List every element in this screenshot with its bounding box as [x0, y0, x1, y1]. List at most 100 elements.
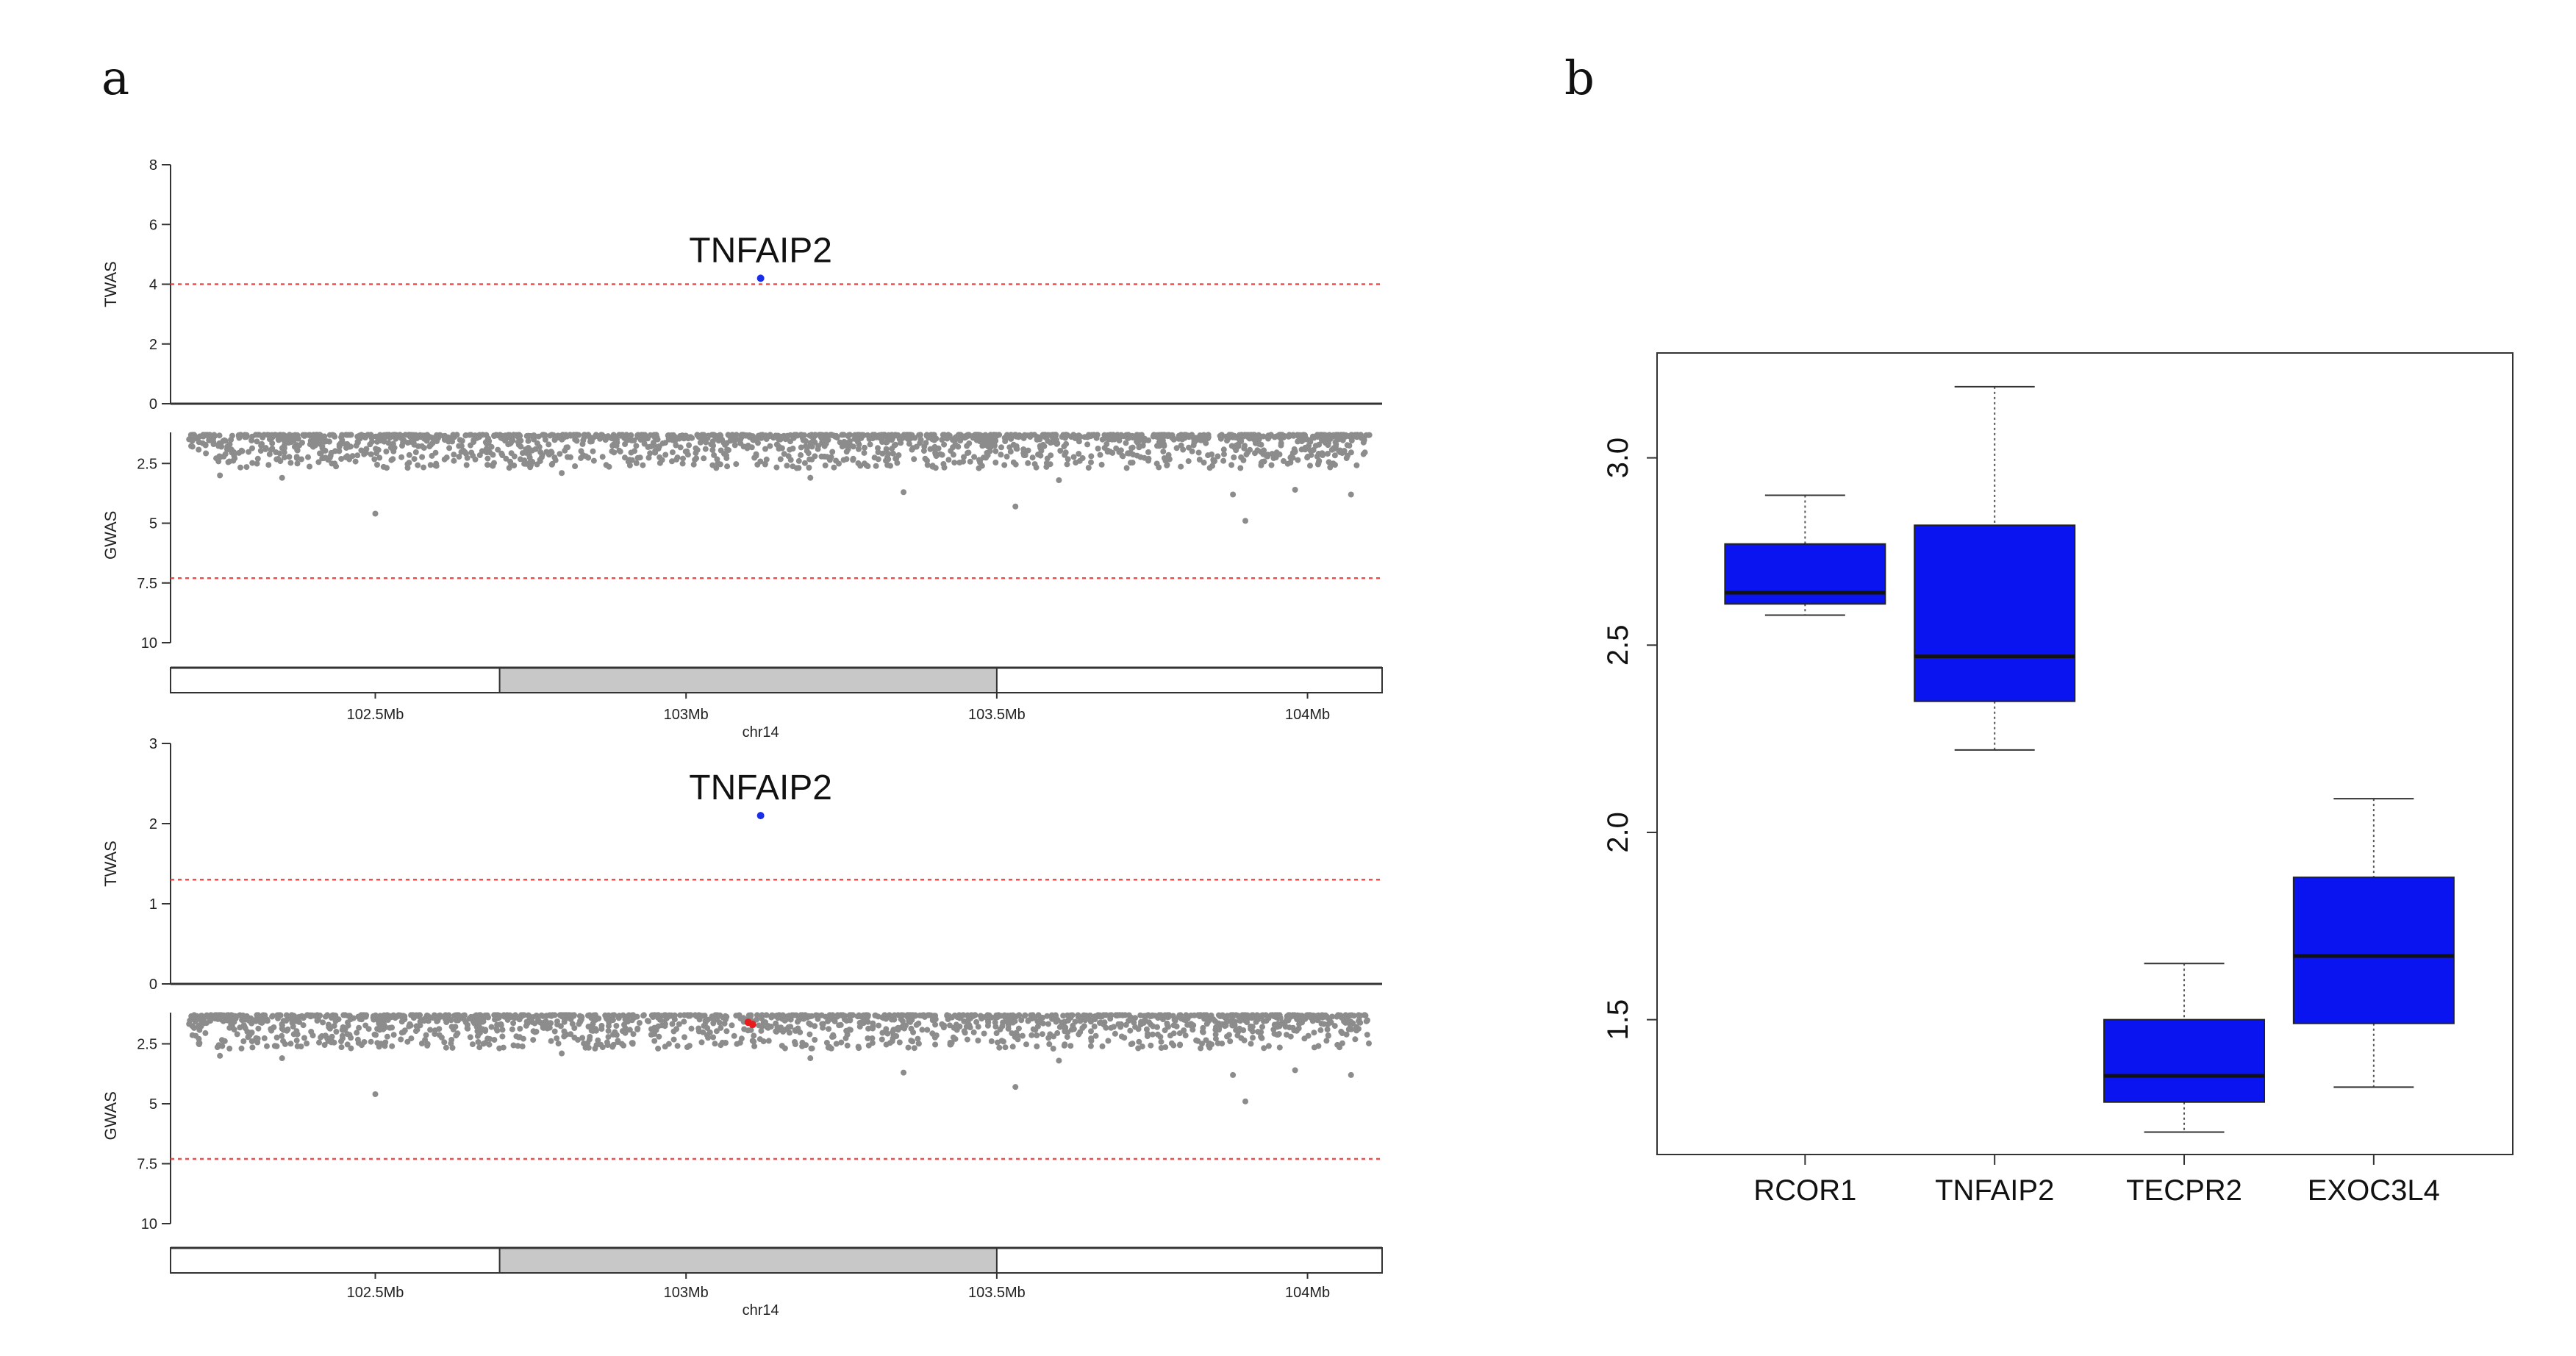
- gwas-point: [1337, 1044, 1343, 1051]
- gwas-point: [679, 460, 686, 467]
- gwas-point: [932, 449, 939, 456]
- gwas-highlight-point: [748, 1021, 756, 1029]
- gwas-point: [871, 454, 878, 461]
- gwas-point: [1177, 1012, 1184, 1018]
- gwas-point: [809, 443, 815, 450]
- gwas-point: [518, 438, 524, 444]
- gwas-point: [374, 447, 381, 454]
- gwas-point: [972, 1012, 978, 1018]
- gwas-point: [189, 1032, 196, 1038]
- gwas-point: [1201, 433, 1208, 440]
- gwas-point: [762, 1019, 768, 1026]
- gwas-point: [1237, 465, 1244, 471]
- gwas-point: [559, 432, 566, 438]
- gwas-point: [1335, 1012, 1342, 1018]
- gwas-point: [293, 454, 300, 461]
- gwas-point: [668, 1012, 675, 1018]
- gwas-point: [991, 432, 998, 438]
- gwas-point: [693, 455, 700, 462]
- gwas-point: [1148, 1042, 1154, 1049]
- gwas-outlier-point: [279, 474, 285, 481]
- box-exoc3l4: [2292, 798, 2455, 1088]
- gwas-outlier-point: [559, 470, 565, 477]
- gwas-point: [441, 456, 448, 463]
- gwas-point: [1294, 1012, 1300, 1018]
- gwas-point: [983, 454, 990, 461]
- gwas-point: [338, 456, 345, 462]
- gwas-point: [798, 444, 804, 451]
- gwas-point: [1231, 454, 1237, 460]
- gwas-point: [1305, 1032, 1312, 1039]
- gwas-point: [824, 454, 830, 460]
- gwas-point: [406, 452, 412, 458]
- gwas-point: [748, 1027, 754, 1033]
- gwas-point: [837, 1021, 844, 1028]
- gwas-point: [249, 445, 255, 452]
- gwas-point: [937, 451, 944, 457]
- gwas-point: [1189, 433, 1195, 440]
- gwas-point: [216, 432, 223, 439]
- gwas-point: [240, 1012, 246, 1018]
- gwas-point: [1212, 1035, 1219, 1042]
- gwas-point: [1176, 432, 1182, 439]
- gwas-point: [896, 1039, 903, 1046]
- gwas-point: [493, 432, 500, 438]
- gwas-outlier-point: [1348, 1071, 1354, 1078]
- gwas-point: [615, 1039, 621, 1046]
- gwas-point: [531, 432, 537, 438]
- gwas-point: [595, 1016, 602, 1021]
- gwas-point: [1053, 440, 1060, 447]
- gwas-point: [1062, 1018, 1068, 1025]
- gwas-point: [197, 1022, 204, 1028]
- gwas-point: [399, 443, 405, 449]
- gwas-point: [931, 1034, 938, 1041]
- b-x-tick-label: RCOR1: [1753, 1174, 1856, 1207]
- gwas-point: [499, 1027, 506, 1033]
- gwas-point: [723, 452, 729, 459]
- gwas-point: [927, 446, 934, 452]
- gwas-point: [659, 457, 665, 463]
- gwas-point: [765, 1024, 771, 1031]
- gwas-point: [1315, 460, 1322, 466]
- gwas-point: [1258, 441, 1264, 448]
- gwas-point: [390, 446, 396, 452]
- gwas-point: [1253, 1018, 1259, 1025]
- gwas-point: [961, 1018, 967, 1024]
- gwas-point: [254, 455, 261, 462]
- gwas-point: [899, 1018, 906, 1024]
- gwas-point: [1296, 438, 1303, 443]
- gwas-point: [1064, 461, 1070, 468]
- gwas-point: [961, 1028, 967, 1035]
- gwas-point: [1164, 1020, 1170, 1027]
- gwas-point: [1307, 463, 1313, 469]
- gwas-point: [454, 432, 460, 438]
- gwas-point: [224, 446, 230, 452]
- gwas-point: [569, 1021, 576, 1027]
- gwas-point: [732, 434, 739, 440]
- gwas-point: [599, 454, 606, 460]
- gwas-point: [476, 1044, 483, 1051]
- gwas-point: [421, 464, 427, 471]
- gwas-point: [1123, 465, 1130, 471]
- gwas-point: [836, 460, 842, 467]
- gwas-point: [1259, 1024, 1265, 1030]
- gwas-point: [305, 454, 311, 460]
- gwas-point: [700, 1013, 706, 1019]
- gwas-point: [1025, 447, 1031, 454]
- gwas-point: [645, 454, 652, 461]
- gwas-point: [706, 1029, 713, 1035]
- gwas-point: [895, 1027, 901, 1033]
- gwas-point: [1044, 1013, 1051, 1019]
- gwas-point: [1182, 1032, 1189, 1039]
- gwas-point: [349, 453, 356, 460]
- gwas-point: [634, 432, 641, 438]
- gwas-point: [809, 1013, 815, 1019]
- gwas-point: [604, 1042, 611, 1048]
- gwas-point: [1097, 452, 1103, 458]
- gwas-outlier-point: [559, 1050, 565, 1057]
- gwas-point: [1084, 441, 1091, 448]
- gwas-point: [637, 437, 644, 443]
- gwas-point: [319, 445, 326, 452]
- gwas-point: [948, 1041, 954, 1047]
